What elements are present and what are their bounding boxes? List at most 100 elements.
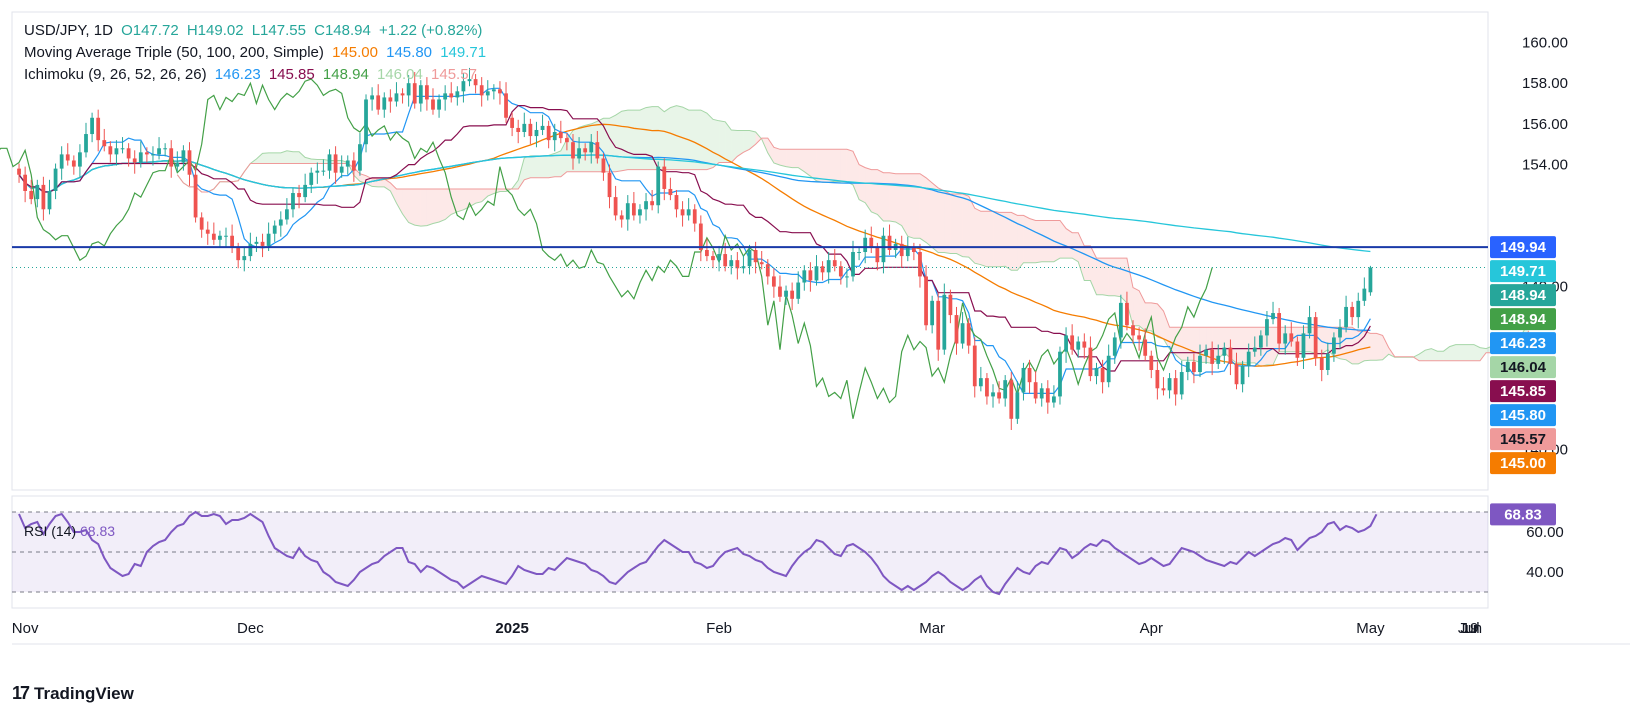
candle [491,84,496,100]
cloud-segment [816,149,823,183]
cloud-segment [280,150,287,164]
candle-body [820,266,825,273]
candle-body [711,256,715,261]
candle-body [698,223,703,250]
cloud-segment [1096,258,1103,295]
candle [406,75,411,107]
candle [120,137,125,154]
candle-body [1210,349,1215,364]
candle [315,162,320,184]
cloud-segment [256,153,263,164]
candle [394,82,399,107]
candle [808,262,813,292]
ichimoku-legend[interactable]: Ichimoku (9, 26, 52, 26, 26) 146.23 145.… [24,66,481,83]
time-tick-label: Feb [706,620,732,637]
cloud-segment [615,111,622,172]
cloud-segment [713,119,720,168]
cloud-segment [1187,327,1194,361]
candle-body [972,345,977,387]
cloud-segment [652,106,659,170]
candle [339,155,344,178]
cloud-segment [378,178,385,187]
cloud-segment [1413,354,1420,361]
candle-body [1198,355,1202,373]
candle [175,151,180,172]
cloud-segment [420,188,427,227]
candle [1198,344,1202,378]
candle-body [790,290,795,299]
cloud-segment [1078,232,1085,281]
cloud-segment [792,149,799,168]
cloud-segment [1059,220,1067,259]
candle-body [151,154,155,156]
candle-body [473,79,478,86]
candle-body [1192,361,1196,373]
price-badge-bg [1490,332,1556,355]
tradingview-logo[interactable]: 17 TradingView [12,683,134,704]
candle-body [163,148,168,150]
candle [972,337,977,398]
cloud-segment [1364,331,1371,361]
close-value: C148.94 [314,22,371,39]
candle-body [583,148,588,153]
cloud-segment [524,155,531,180]
candle [53,163,58,200]
candle-body [1246,351,1251,366]
candle [558,120,563,144]
candle-body [1082,341,1087,348]
cloud-segment [773,147,780,166]
ma-legend[interactable]: Moving Average Triple (50, 100, 200, Sim… [24,44,490,61]
rsi-legend[interactable]: RSI (14) 68.83 [24,523,115,539]
candle [747,244,752,275]
candle [778,275,782,302]
candle-body [315,170,320,173]
cloud-segment [719,120,726,163]
candle [540,114,545,136]
candle [924,265,928,331]
candle [1289,322,1294,347]
candle-body [631,203,636,216]
candle [674,189,679,218]
candle [1118,294,1123,349]
rsi-line [18,510,1378,596]
candle-body [765,264,770,277]
time-tick-label: 19 [1462,620,1479,637]
cloud-segment [1480,347,1487,361]
candle [619,210,624,228]
cloud-segment [621,110,628,171]
candle [400,88,405,104]
candle-body [431,99,435,110]
candle-body [199,217,204,230]
candle-body [17,168,21,175]
cloud-segment [840,149,847,182]
candle-body [1094,367,1099,377]
candle [35,179,40,208]
cloud-segment [1467,344,1474,361]
cloud-segment [1053,220,1060,262]
rsi-panel: 60.00 40.00 68.83 [12,503,1564,596]
candle-body [796,282,801,299]
candle [552,123,557,152]
candle [260,233,265,258]
change-value: +1.22 (+0.82%) [379,22,483,39]
rsi-label: RSI (14) [24,523,77,539]
cloud-segment [810,149,817,181]
cloud-segment [499,188,507,192]
candle [565,133,569,151]
candle-body [644,201,648,210]
cloud-segment [469,188,476,207]
symbol-label: USD/JPY, 1D [24,22,113,39]
candle-body [1295,341,1300,358]
candle-body [455,91,460,98]
candle [735,252,740,280]
candle-body [230,235,234,248]
ohlc-legend[interactable]: USD/JPY, 1D O147.72 H149.02 L147.55 C148… [24,22,486,39]
cloud-segment [292,151,300,164]
candle-body [114,148,119,155]
candle-body [978,378,983,387]
candle [199,212,204,238]
cloud-segment [755,132,762,145]
candle [644,193,648,221]
